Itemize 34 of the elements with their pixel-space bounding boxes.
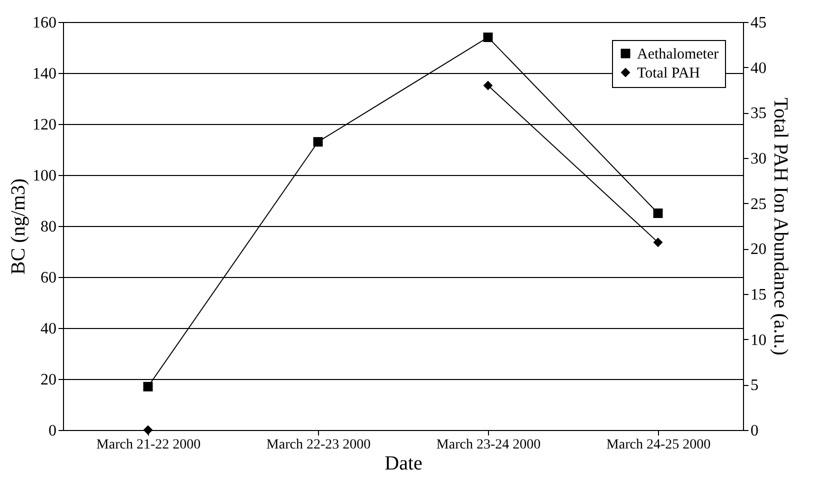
y2-axis-title: Total PAH Ion Abundance (a.u.) [770,98,792,356]
y2-tick-label: 0 [750,422,758,440]
y2-tick-label: 30 [750,150,766,168]
x-tick-label: March 24-25 2000 [606,438,711,452]
point [653,238,663,248]
x-tick-label: March 21-22 2000 [96,438,201,452]
point [313,137,323,147]
y-tick-label: 40 [40,320,56,338]
legend-label: Aethalometer [637,46,719,62]
y2-tick-label: 15 [750,286,766,304]
x-tick-label: March 23-24 2000 [436,438,541,452]
y2-tick-label: 25 [750,196,766,213]
y2-tick-label: 35 [750,105,766,122]
point [483,32,493,42]
x-axis-title: Date [384,452,422,474]
y2-tick-label: 20 [750,241,766,258]
x-tick-label: March 22-23 2000 [266,438,371,452]
y2-tick-label: 45 [750,14,766,32]
y-tick-label: 60 [40,270,56,286]
y-tick-label: 0 [48,422,56,440]
y2-tick-label: 10 [750,332,766,349]
y2-tick-label: 40 [750,60,766,77]
y-tick-label: 100 [32,168,56,184]
y-tick-label: 120 [32,116,56,134]
point [483,80,493,90]
y-tick-label: 140 [32,66,56,82]
legend-label: Total PAH [637,66,700,82]
y-tick-label: 160 [32,14,56,32]
point [653,208,663,218]
y-tick-label: 80 [40,218,56,236]
y2-tick-label: 5 [750,377,758,394]
y-axis-title: BC (ng/m3) [8,178,30,275]
point [143,382,153,392]
y-tick-label: 20 [40,372,56,388]
